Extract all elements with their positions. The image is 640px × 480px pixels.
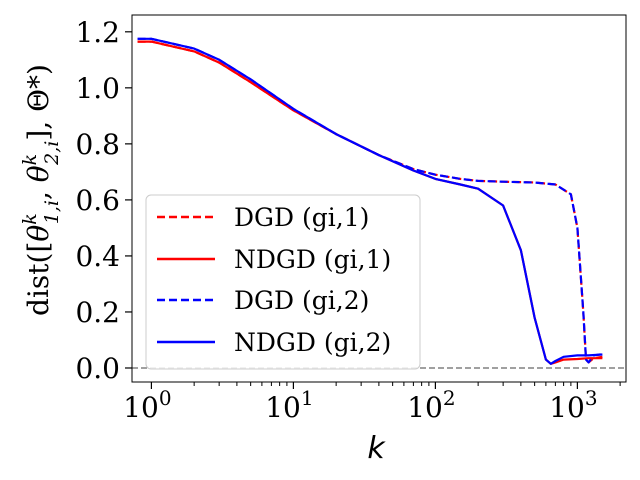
y-axis-label-theta-1: θ <box>22 225 55 242</box>
y-axis-label-sub-1: 1,i <box>41 200 63 224</box>
y-tick-label: 0.8 <box>75 128 120 161</box>
y-axis-label: dist([θk1,i, θk2,i], Θ*) <box>19 64 63 316</box>
x-axis-ticks: 100 101 102 103 <box>123 382 621 424</box>
y-axis-label-sup-2: k <box>19 154 41 166</box>
series-layer <box>137 37 603 365</box>
x-tick-label: 101 <box>265 386 313 424</box>
x-tick-label: 100 <box>123 386 171 424</box>
y-tick-label: 0.4 <box>75 240 120 273</box>
y-axis-label-suffix: ], Θ*) <box>22 64 55 141</box>
y-tick-label: 1.0 <box>75 72 120 105</box>
x-axis-label: k <box>367 431 386 466</box>
y-tick-label: 0.0 <box>75 352 120 385</box>
y-axis-label-sup-1: k <box>19 213 41 225</box>
legend-label-ndgd-gi1: NDGD (gi,1) <box>234 245 391 274</box>
legend: DGD (gi,1) NDGD (gi,1) DGD (gi,2) NDGD (… <box>145 194 421 370</box>
series-line-ndgd-gi-2 <box>137 37 603 365</box>
y-axis-label-prefix: dist([ <box>22 242 55 316</box>
y-axis-ticks: 0.0 0.2 0.4 0.6 0.8 1.0 1.2 <box>75 16 132 385</box>
legend-label-dgd-gi2: DGD (gi,2) <box>234 286 369 315</box>
y-tick-label: 0.6 <box>75 184 120 217</box>
y-axis-label-sub-2: 2,i <box>41 141 63 166</box>
y-axis-label-theta-2: θ <box>22 165 55 182</box>
legend-label-dgd-gi1: DGD (gi,1) <box>234 203 369 232</box>
y-tick-label: 0.2 <box>75 296 120 329</box>
x-tick-label: 102 <box>407 386 455 424</box>
x-tick-label: 103 <box>549 386 597 424</box>
legend-label-ndgd-gi2: NDGD (gi,2) <box>234 328 391 357</box>
legend-box <box>145 194 421 370</box>
y-tick-label: 1.2 <box>75 16 120 49</box>
